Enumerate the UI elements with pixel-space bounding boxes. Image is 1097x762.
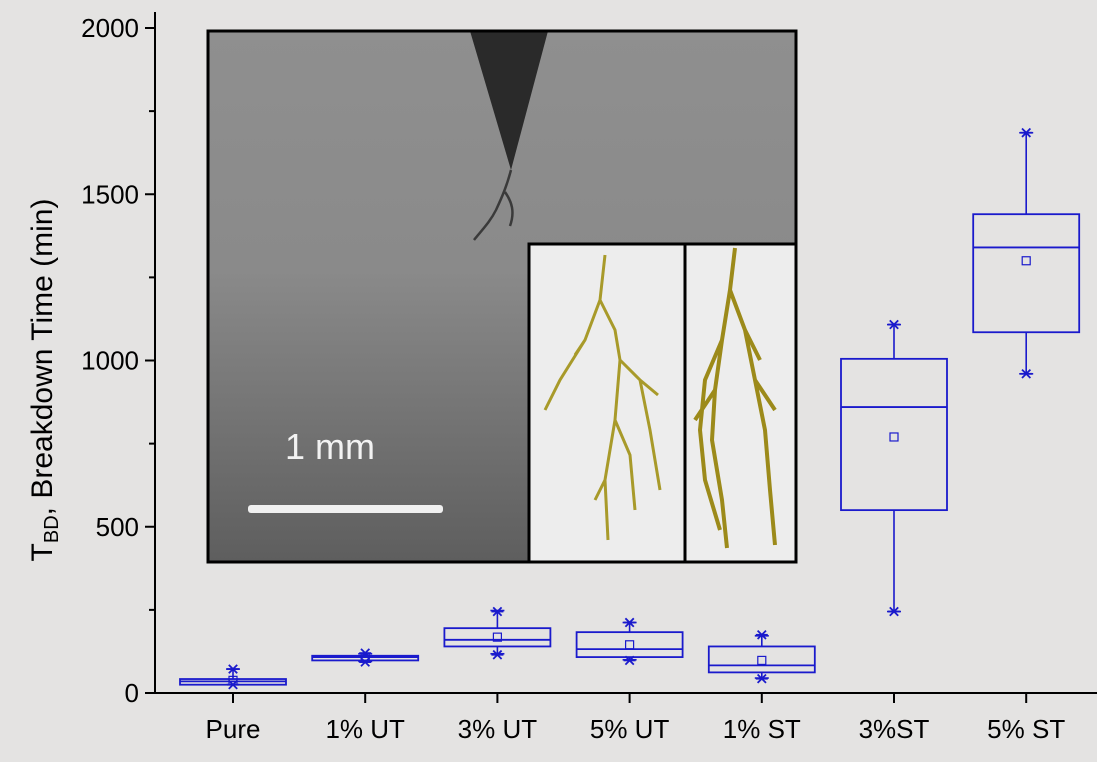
tree-right-shape xyxy=(693,247,777,549)
outlier-marker xyxy=(888,319,900,330)
box-4 xyxy=(707,629,816,684)
scale-bar xyxy=(248,505,443,513)
box-2 xyxy=(443,606,552,660)
box-series xyxy=(179,127,1081,690)
y-axis-title-sub: BD xyxy=(41,515,63,543)
outlier-marker xyxy=(359,657,372,667)
mean-marker xyxy=(757,655,767,666)
outlier-marker xyxy=(227,664,239,674)
y-tick-label: 500 xyxy=(96,512,139,542)
mean-marker xyxy=(492,632,502,642)
y-axis-title-main: T xyxy=(26,543,59,561)
x-tick-label: 1% UT xyxy=(325,714,405,744)
box-rect xyxy=(443,627,552,648)
box-rect xyxy=(840,357,948,512)
y-ticks: 0 500 1000 1500 2000 xyxy=(81,13,155,708)
box-6 xyxy=(972,127,1081,379)
mean-marker xyxy=(624,640,635,650)
x-ticks: Pure 1% UT 3% UT 5% UT 1% ST 3%ST 5% ST xyxy=(206,693,1065,744)
y-axis-title-rest: , Breakdown Time (min) xyxy=(26,199,59,516)
outlier-marker xyxy=(359,648,372,658)
outlier-marker xyxy=(491,649,504,660)
y-tick-label: 1000 xyxy=(81,346,139,376)
y-axis-title: TBD, Breakdown Time (min) xyxy=(26,199,63,562)
x-tick-label: 3%ST xyxy=(859,714,930,744)
box-rect xyxy=(707,645,816,674)
y-tick-label: 2000 xyxy=(81,13,139,43)
box-3 xyxy=(575,617,684,666)
box-rect xyxy=(575,631,684,658)
outlier-marker xyxy=(623,617,636,628)
tree-panel-right-border xyxy=(683,242,798,564)
x-tick-label: Pure xyxy=(206,714,261,744)
x-tick-label: 1% ST xyxy=(723,714,801,744)
outlier-marker xyxy=(1020,368,1033,379)
y-tick-label: 1500 xyxy=(81,179,139,209)
y-tick-label: 0 xyxy=(125,678,139,708)
outlier-marker xyxy=(888,606,900,617)
x-tick-label: 3% UT xyxy=(458,714,538,744)
x-tick-label: 5% ST xyxy=(987,714,1065,744)
outlier-marker xyxy=(623,655,636,666)
inset-micrograph: 1 mm xyxy=(206,29,798,564)
box-0 xyxy=(179,664,287,690)
tree-left-shape xyxy=(543,254,662,541)
outlier-marker xyxy=(755,673,768,684)
outlier-marker xyxy=(755,629,768,640)
outlier-marker xyxy=(227,679,239,690)
box-rect xyxy=(311,654,420,662)
box-rect xyxy=(972,213,1081,334)
outlier-marker xyxy=(491,606,504,617)
mean-marker xyxy=(889,432,899,442)
x-tick-label: 5% UT xyxy=(590,714,670,744)
tree-crack xyxy=(473,169,514,241)
box-1 xyxy=(311,648,420,667)
scale-bar-label: 1 mm xyxy=(285,426,375,467)
outlier-marker xyxy=(1020,127,1033,138)
mean-marker xyxy=(1021,256,1031,266)
needle-electrode xyxy=(470,31,548,170)
box-5 xyxy=(840,319,948,617)
